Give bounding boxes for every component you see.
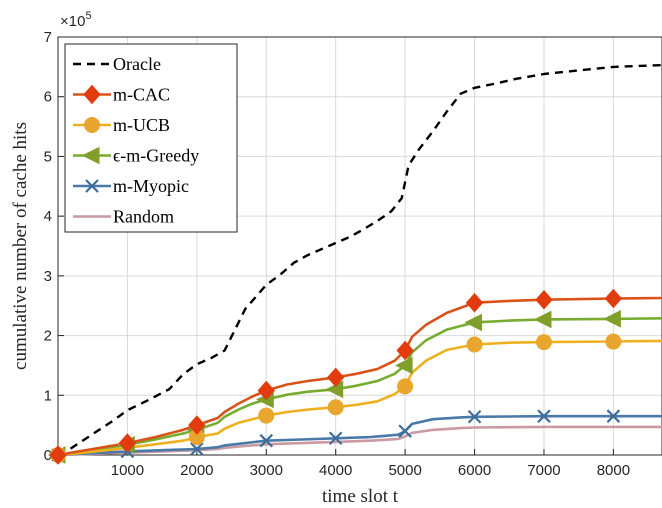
data-point [535,334,552,351]
data-point [118,433,137,453]
x-tick-label: 7000 [527,462,560,479]
y-tick-label: 1 [44,387,52,404]
data-point [327,367,345,388]
y-multiplier: ×105 [60,10,92,30]
series-line-oracle [57,63,662,457]
series-line-m-cac [57,296,662,457]
legend-label: m-CAC [113,85,170,105]
y-tick-label: 7 [44,29,52,46]
plot-frame [57,36,662,456]
legend-box [64,43,238,233]
legend: Oracle m-CAC m-UCB ϵ-m-Greedy m-Myopic Random [64,43,238,233]
y-tick-label: 2 [44,328,52,345]
data-point [328,431,343,446]
data-point [605,333,622,350]
y-tick-label: 6 [44,89,52,106]
y-tick-label: 0 [44,447,52,464]
data-point [395,356,413,375]
data-point [465,292,484,313]
data-point [398,424,412,438]
legend-marker [81,146,100,165]
data-point [258,407,275,424]
series-line--m-greedy [57,317,662,457]
x-tick-label: 3000 [250,462,283,479]
data-point [259,433,274,448]
legend-label: m-Myopic [113,176,189,196]
data-point [537,409,551,423]
data-point [190,442,204,456]
y-tick-label: 5 [44,148,52,165]
data-point [603,310,621,328]
data-point [604,288,623,309]
x-axis-title: time slot t [322,486,399,507]
y-tick-label: 3 [44,268,52,285]
data-point [466,336,483,353]
y-multiplier-exponent: 5 [85,10,91,22]
data-point [533,310,552,329]
legend-marker [84,117,100,133]
data-point [188,415,206,435]
y-axis-title: cumulative number of cache hits [10,122,31,370]
axis-ticks: 1000 2000 3000 4000 5000 6000 7000 8000 0 1 2 3 4 5 6 7 [44,29,630,479]
data-point [535,289,553,310]
data-point [464,313,483,332]
series-markers [47,288,623,465]
data-point [49,445,67,465]
x-tick-label: 1000 [111,462,144,479]
x-tick-label: 2000 [180,462,213,479]
legend-label: Oracle [113,54,161,74]
data-point [397,378,414,395]
x-tick-label: 4000 [319,462,352,479]
data-point [327,399,344,416]
legend-label: m-UCB [113,115,170,135]
x-tick-label: 6000 [458,462,491,479]
legend-marker [83,84,101,105]
data-point [396,340,414,361]
data-point [257,380,275,401]
data-point [467,410,482,424]
y-tick-label: 4 [44,208,52,225]
series-line-m-myopic [57,414,662,457]
legend-marker [85,179,99,193]
legend-label: ϵ-m-Greedy [113,146,199,166]
series-line-m-ucb [57,339,662,457]
data-point [606,409,621,423]
legend-label: Random [113,207,174,227]
x-tick-label: 8000 [597,462,630,479]
series-lines [57,63,662,457]
x-tick-label: 5000 [388,462,421,479]
